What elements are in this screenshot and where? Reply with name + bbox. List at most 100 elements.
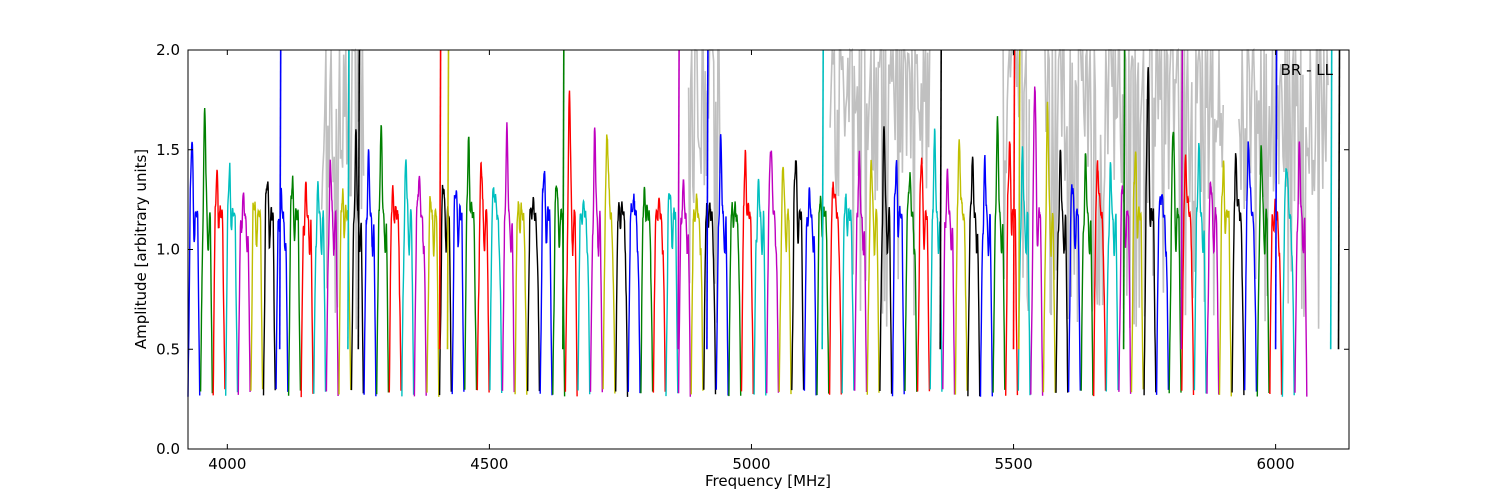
channel-series	[388, 185, 402, 393]
channel-series	[992, 116, 1006, 393]
background-trace	[1002, 49, 1031, 312]
channel-series	[916, 157, 931, 392]
channel-series	[564, 90, 578, 397]
spike-mark	[1012, 49, 1016, 350]
x-tick-label: 5000	[732, 455, 770, 473]
channel-series	[187, 141, 201, 397]
channel-series	[828, 181, 842, 395]
channel-series	[1244, 141, 1258, 392]
spike-mark	[1329, 49, 1333, 350]
channel-series	[287, 175, 302, 396]
channel-series	[313, 181, 327, 394]
channel-series	[212, 169, 226, 396]
channel-series	[602, 134, 616, 394]
channel-series	[1005, 141, 1019, 396]
channel-series	[766, 150, 780, 394]
channel-series	[1017, 146, 1031, 396]
channel-series	[728, 201, 742, 397]
channel-series	[1294, 141, 1308, 397]
channel-series	[1105, 162, 1119, 392]
spike-mark	[1122, 49, 1126, 350]
spike-mark	[706, 49, 709, 350]
channel-series	[514, 201, 528, 395]
channel-series	[891, 160, 905, 397]
x-tick-label: 4000	[208, 455, 246, 473]
channel-series	[1206, 180, 1220, 395]
channel-series	[300, 181, 314, 398]
y-tick-label: 0.0	[156, 440, 180, 458]
spike-mark	[1337, 49, 1341, 350]
channel-series	[866, 159, 880, 395]
spike-mark	[347, 49, 350, 350]
channel-series	[401, 159, 415, 397]
spike-mark	[446, 49, 450, 350]
channel-series	[1193, 142, 1207, 394]
channel-series	[1030, 86, 1044, 396]
y-tick-label: 1.0	[156, 241, 180, 259]
channel-series	[979, 154, 993, 397]
spike-mark	[1018, 49, 1021, 350]
channel-series	[413, 175, 427, 397]
channel-series	[577, 198, 591, 395]
channel-series	[1093, 160, 1107, 397]
y-tick-label: 0.5	[156, 340, 180, 358]
channel-series	[1042, 101, 1056, 393]
channel-series	[615, 201, 629, 397]
channel-series	[275, 187, 289, 392]
spike-mark	[1274, 49, 1278, 350]
channel-series	[376, 125, 390, 395]
channel-series	[1168, 131, 1182, 394]
channel-series	[589, 127, 603, 393]
spike-mark	[562, 49, 565, 350]
channel-series	[539, 170, 553, 396]
background-trace	[829, 47, 931, 327]
channel-series	[350, 129, 364, 394]
spike-mark	[1180, 49, 1184, 350]
channel-series	[438, 184, 452, 396]
y-axis: 0.0 0.5 1.0 1.5 2.0	[156, 41, 1349, 458]
channel-series	[665, 193, 679, 397]
channel-series	[1067, 184, 1081, 393]
channel-series	[489, 187, 503, 394]
channel-series	[262, 181, 276, 396]
channel-series	[740, 149, 754, 395]
background-trace-layer	[320, 47, 1329, 330]
channel-series	[854, 150, 868, 393]
channel-series	[1080, 153, 1094, 396]
channel-series	[225, 162, 239, 396]
channel-series	[426, 195, 440, 397]
background-trace	[1044, 47, 1224, 328]
channel-series	[879, 126, 893, 394]
x-axis: 4000 4500 5000 5500 6000	[208, 50, 1295, 473]
channel-series	[1118, 185, 1132, 394]
y-tick-label: 2.0	[156, 41, 180, 59]
channel-series	[967, 156, 981, 397]
channel-series	[715, 134, 729, 396]
spike-mark	[438, 49, 442, 350]
channel-series	[803, 187, 817, 396]
channel-series	[527, 196, 541, 392]
channel-series	[501, 122, 515, 393]
x-axis-title: Frequency [MHz]	[705, 472, 831, 490]
x-tick-label: 5500	[994, 455, 1032, 473]
channel-series	[753, 178, 767, 396]
channel-series	[627, 193, 641, 394]
channel-series	[199, 107, 213, 394]
channel-series	[1281, 168, 1295, 397]
channel-series	[1055, 149, 1069, 393]
channel-series	[841, 193, 855, 394]
chart-annotation: BR - LL	[1281, 61, 1334, 79]
channel-series	[250, 201, 264, 391]
channel-series	[464, 136, 478, 391]
channel-series	[640, 186, 654, 394]
channel-series	[1231, 153, 1245, 396]
spike-mark	[677, 49, 680, 350]
x-tick-label: 4500	[470, 455, 508, 473]
spike-mark	[821, 49, 824, 350]
background-trace	[320, 48, 365, 330]
channel-series	[363, 149, 377, 397]
channel-series	[1155, 194, 1170, 395]
channel-series	[652, 197, 666, 393]
channel-series	[1130, 151, 1144, 393]
y-tick-label: 1.5	[156, 141, 180, 159]
